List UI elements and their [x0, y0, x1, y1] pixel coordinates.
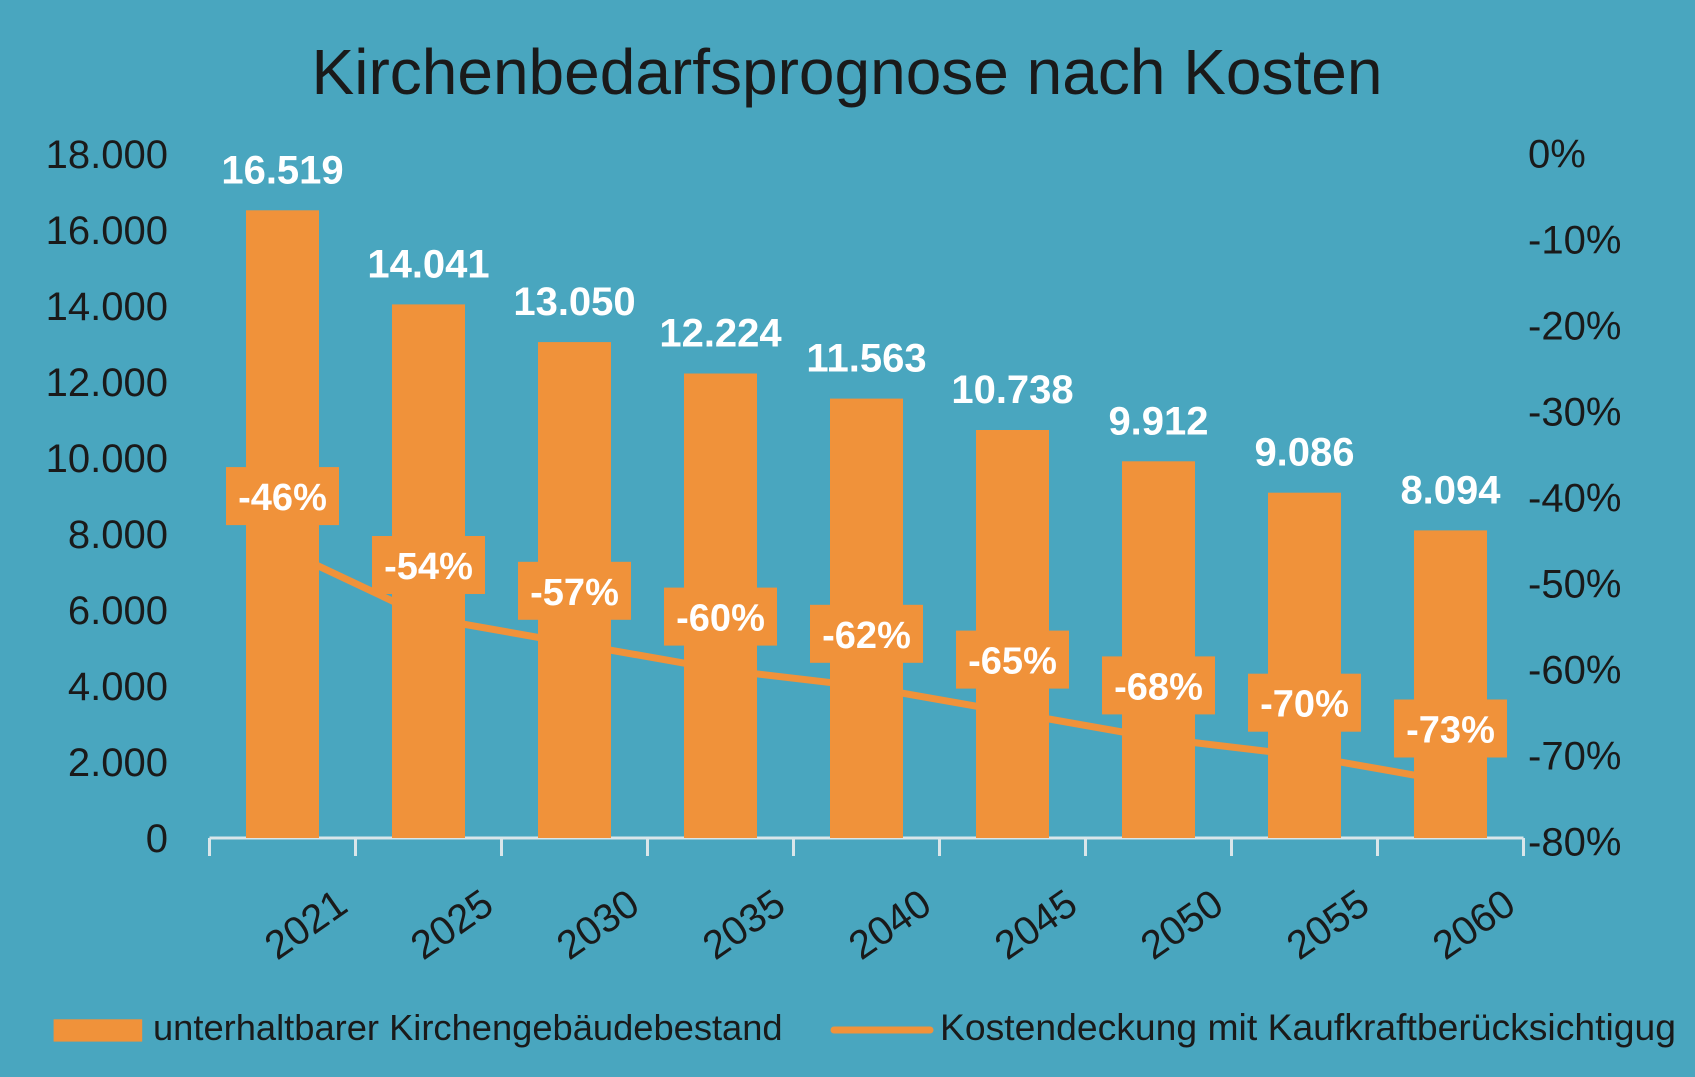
- svg-text:13.050: 13.050: [513, 280, 635, 324]
- svg-text:4.000: 4.000: [68, 665, 168, 709]
- svg-text:-62%: -62%: [822, 615, 911, 657]
- svg-text:-54%: -54%: [384, 546, 473, 588]
- svg-text:unterhaltbarer Kirchengebäudeb: unterhaltbarer Kirchengebäudebestand: [153, 1007, 783, 1048]
- svg-text:0%: 0%: [1528, 132, 1586, 176]
- svg-text:12.224: 12.224: [659, 312, 782, 356]
- svg-text:-73%: -73%: [1406, 710, 1495, 752]
- svg-text:-50%: -50%: [1528, 563, 1621, 607]
- svg-text:-68%: -68%: [1114, 666, 1203, 708]
- svg-text:16.519: 16.519: [221, 148, 343, 192]
- svg-text:-46%: -46%: [238, 477, 327, 519]
- svg-text:-70%: -70%: [1260, 684, 1349, 726]
- svg-text:14.041: 14.041: [367, 242, 489, 286]
- svg-text:12.000: 12.000: [46, 361, 168, 405]
- svg-text:10.738: 10.738: [951, 368, 1073, 412]
- svg-text:8.094: 8.094: [1400, 468, 1501, 512]
- svg-text:11.563: 11.563: [806, 337, 926, 381]
- svg-text:-20%: -20%: [1528, 304, 1621, 348]
- svg-text:18.000: 18.000: [46, 133, 168, 177]
- svg-text:-60%: -60%: [1528, 649, 1621, 693]
- svg-text:6.000: 6.000: [68, 589, 168, 633]
- svg-text:Kirchenbedarfsprognose nach Ko: Kirchenbedarfsprognose nach Kosten: [312, 36, 1383, 108]
- svg-text:9.912: 9.912: [1108, 399, 1208, 443]
- svg-text:-60%: -60%: [676, 598, 765, 640]
- svg-text:14.000: 14.000: [46, 285, 168, 329]
- svg-text:-57%: -57%: [530, 572, 619, 614]
- svg-text:-80%: -80%: [1528, 821, 1621, 865]
- svg-text:10.000: 10.000: [46, 437, 168, 481]
- svg-text:0: 0: [146, 817, 168, 861]
- svg-text:-70%: -70%: [1528, 735, 1621, 779]
- svg-text:-10%: -10%: [1528, 218, 1621, 262]
- svg-text:-30%: -30%: [1528, 391, 1621, 435]
- svg-text:16.000: 16.000: [46, 209, 168, 253]
- svg-text:-65%: -65%: [968, 641, 1057, 683]
- svg-text:Kostendeckung mit Kaufkraftber: Kostendeckung mit Kaufkraftberücksichtig…: [940, 1006, 1676, 1048]
- svg-text:9.086: 9.086: [1254, 431, 1354, 475]
- svg-text:-40%: -40%: [1528, 477, 1621, 521]
- svg-text:8.000: 8.000: [68, 513, 168, 557]
- svg-text:2.000: 2.000: [68, 741, 168, 785]
